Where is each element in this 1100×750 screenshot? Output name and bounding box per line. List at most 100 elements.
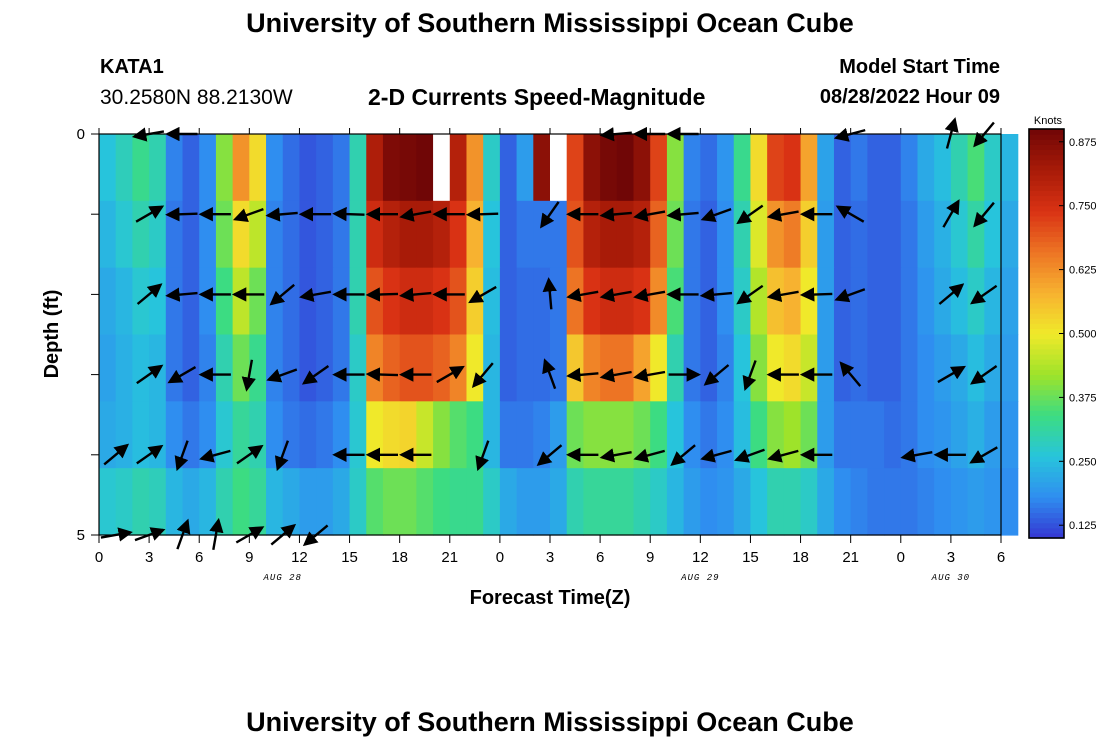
heatmap-cell xyxy=(950,267,969,336)
colorbar-swatch xyxy=(1029,481,1064,488)
y-axis: 05 xyxy=(77,126,99,544)
heatmap-cell xyxy=(165,267,184,336)
heatmap-cell xyxy=(499,401,518,469)
x-tick-label: 0 xyxy=(496,549,504,566)
current-vector-arrow xyxy=(542,358,557,390)
heatmap-cell xyxy=(132,134,150,202)
colorbar-swatch xyxy=(1029,307,1064,314)
station-id: KATA1 xyxy=(100,56,164,78)
heatmap-cell xyxy=(600,401,618,469)
heatmap-cell xyxy=(115,401,133,469)
colorbar-swatch xyxy=(1029,215,1064,222)
heatmap-cell xyxy=(249,134,267,202)
colorbar-swatch xyxy=(1029,440,1064,447)
heatmap-cell xyxy=(683,134,701,202)
colorbar-swatch xyxy=(1029,226,1064,232)
heatmap-cell xyxy=(232,401,250,469)
current-vector-arrow xyxy=(301,365,330,385)
heatmap-cell xyxy=(800,134,818,202)
heatmap-cell xyxy=(332,401,351,469)
colorbar-swatch xyxy=(1029,359,1064,365)
x-tick-label: 9 xyxy=(646,549,654,566)
heatmap-cell xyxy=(616,334,635,402)
heatmap-cell xyxy=(499,134,518,202)
heatmap-cell xyxy=(750,200,768,269)
colorbar-swatch xyxy=(1029,328,1064,335)
heatmap-cell xyxy=(433,200,451,269)
heatmap-cell xyxy=(382,267,401,336)
heatmap-cell xyxy=(282,200,301,269)
colorbar-swatch xyxy=(1029,205,1064,212)
heatmap-cell xyxy=(767,200,785,269)
heatmap-cell xyxy=(232,200,250,269)
heatmap-cell xyxy=(867,134,885,202)
colorbar-swatch xyxy=(1029,246,1064,253)
colorbar-swatch xyxy=(1029,272,1064,278)
heatmap-cell xyxy=(917,267,935,336)
current-vector-arrow xyxy=(766,207,799,222)
current-vector-arrow xyxy=(900,448,933,463)
current-vector-arrow xyxy=(633,287,666,303)
current-vector-arrow xyxy=(136,283,163,305)
heatmap-cell xyxy=(266,134,284,202)
heatmap-cell xyxy=(850,401,868,469)
heatmap-cell xyxy=(717,200,735,269)
heatmap-cell xyxy=(433,401,451,469)
heatmap-cell xyxy=(817,334,835,402)
heatmap-cell xyxy=(783,200,802,269)
current-vector-arrow xyxy=(736,204,764,225)
heatmap-cell xyxy=(466,334,484,402)
current-vector-arrow xyxy=(274,440,290,472)
heatmap-cell xyxy=(215,334,234,402)
heatmap-cell xyxy=(566,401,584,469)
colorbar-swatch xyxy=(1029,195,1064,202)
colorbar-swatch xyxy=(1029,129,1064,135)
heatmap-cell xyxy=(1001,334,1019,402)
colorbar-swatch xyxy=(1029,379,1064,386)
heatmap-cell xyxy=(950,200,969,269)
heatmap-cell xyxy=(449,401,468,469)
heatmap-cell xyxy=(700,134,718,202)
current-vector-arrow xyxy=(566,367,599,383)
heatmap-cell xyxy=(249,267,267,336)
colorbar-swatch xyxy=(1029,451,1064,457)
heatmap-cell xyxy=(416,267,434,336)
x-tick-label: 3 xyxy=(145,549,153,566)
heatmap-cell xyxy=(249,401,267,469)
heatmap-cell xyxy=(600,468,618,536)
x-tick-label: 21 xyxy=(842,549,859,566)
heatmap-cell xyxy=(750,267,768,336)
heatmap-cell xyxy=(199,468,217,536)
heatmap-cell xyxy=(349,134,367,202)
colorbar-swatch xyxy=(1029,364,1064,370)
heatmap-cell xyxy=(884,267,902,336)
x-axis: 0 3 6 9 12 15 18 21 0 3 6 9 12 15 18 21 0 3 6 AUG 28 AUG 29 A… xyxy=(95,128,1005,583)
heatmap-cell xyxy=(767,334,785,402)
heatmap-cell xyxy=(99,334,117,402)
heatmap-cell xyxy=(533,200,551,269)
heatmap-cell xyxy=(232,267,250,336)
heatmap-cell xyxy=(382,468,401,536)
x-tick-label: 12 xyxy=(291,549,308,566)
colorbar-tick-label: 0.500 xyxy=(1069,329,1097,341)
x-tick-label: 15 xyxy=(742,549,759,566)
heatmap-cell xyxy=(583,334,601,402)
heatmap-cell xyxy=(299,468,317,536)
heatmap-cell xyxy=(483,334,501,402)
heatmap-cell xyxy=(182,267,200,336)
current-vector-arrow xyxy=(599,207,632,222)
heatmap-cell xyxy=(149,468,167,536)
heatmap-cell xyxy=(666,468,685,536)
heatmap-cell xyxy=(316,468,334,536)
heatmap-cell xyxy=(783,334,802,402)
colorbar-swatch xyxy=(1029,338,1064,345)
heatmap-cell xyxy=(332,267,351,336)
heatmap-cell xyxy=(700,334,718,402)
heatmap-cell xyxy=(750,134,768,202)
colorbar-tick-label: 0.250 xyxy=(1069,456,1097,468)
colorbar-swatch xyxy=(1029,512,1064,519)
heatmap-cell xyxy=(917,401,935,469)
current-vector-arrow xyxy=(699,287,733,302)
heatmap-cell xyxy=(466,468,484,536)
colorbar-swatch xyxy=(1029,241,1064,248)
